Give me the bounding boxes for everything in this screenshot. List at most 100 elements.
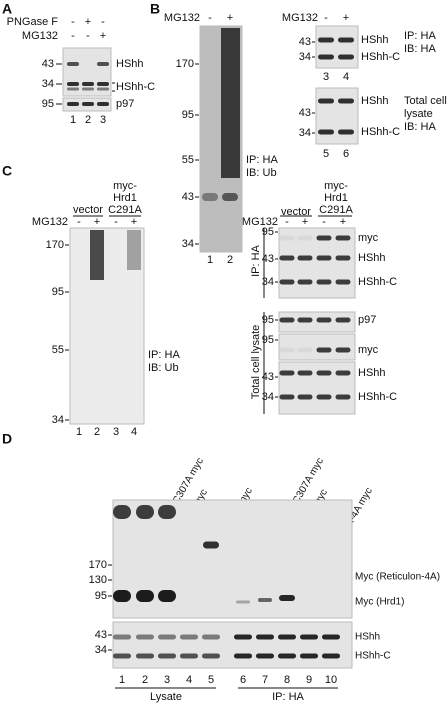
lane-number: 4: [131, 426, 137, 438]
annotation: lysate: [404, 108, 433, 120]
sign: +: [131, 216, 137, 228]
band-label: myc: [358, 344, 379, 356]
band: [67, 82, 79, 86]
band: [300, 653, 318, 659]
band: [158, 505, 176, 519]
group: IP: HA: [272, 691, 304, 703]
band-label: p97: [116, 98, 134, 110]
marker: 43: [262, 253, 274, 265]
band-label: Myc (Hrd1): [355, 597, 404, 608]
band: [202, 193, 218, 201]
band: [316, 370, 332, 376]
band: [335, 394, 351, 400]
sign: -: [114, 216, 118, 228]
marker: 34: [299, 127, 311, 139]
sign: -: [322, 216, 326, 228]
lane-number: 4: [343, 71, 349, 83]
lane-number: 3: [164, 674, 170, 686]
marker: 170: [89, 559, 107, 571]
sign: +: [100, 30, 106, 42]
band: [318, 129, 334, 135]
band: [158, 634, 176, 640]
treatment: MG132: [32, 216, 68, 228]
band: [318, 98, 334, 104]
band: [97, 82, 109, 86]
smear: [127, 230, 141, 270]
sign: +: [340, 216, 346, 228]
group: Hrd1: [113, 192, 137, 204]
band: [278, 653, 296, 659]
blot: [278, 333, 356, 361]
band-label: HShh: [361, 34, 389, 46]
band: [82, 82, 94, 86]
marker: 95: [95, 590, 107, 602]
band: [279, 370, 295, 376]
band-label: HShh: [358, 367, 386, 379]
band: [67, 102, 79, 106]
sign: +: [302, 216, 308, 228]
group: Hrd1: [324, 192, 348, 204]
band: [279, 347, 295, 353]
band: [297, 235, 313, 241]
marker: 34: [262, 391, 274, 403]
band: [338, 54, 354, 60]
band: [318, 37, 334, 43]
band: [279, 595, 295, 601]
band: [180, 634, 198, 640]
band: [335, 317, 351, 323]
group: vector: [73, 204, 103, 216]
band: [97, 102, 109, 106]
band: [97, 62, 109, 66]
band: [202, 653, 220, 659]
band: [113, 505, 131, 519]
sign: +: [343, 12, 349, 24]
annotation: IB: HA: [404, 43, 436, 55]
marker: 43: [42, 58, 54, 70]
sign: -: [101, 16, 105, 28]
band: [316, 317, 332, 323]
marker: 170: [46, 239, 64, 251]
lane-number: 1: [70, 114, 76, 126]
band: [316, 235, 332, 241]
band: [113, 590, 131, 602]
band: [97, 87, 109, 91]
annotation: IB: HA: [404, 121, 436, 133]
band: [136, 653, 154, 659]
annotation: IB: Ub: [148, 362, 179, 374]
band: [234, 634, 252, 640]
treatment: MG132: [282, 12, 318, 24]
sign: -: [77, 216, 81, 228]
band: [316, 255, 332, 261]
section-label: IP: HA: [250, 244, 262, 276]
band-label: myc: [358, 232, 379, 244]
marker: 130: [89, 574, 107, 586]
treatment: PNGase F: [7, 16, 59, 28]
marker: 95: [182, 109, 194, 121]
lane-number: 5: [208, 674, 214, 686]
lane-number: 2: [94, 426, 100, 438]
lane-number: 1: [76, 426, 82, 438]
lane-number: 1: [207, 254, 213, 266]
sign: -: [324, 12, 328, 24]
treatment: MG132: [242, 216, 278, 228]
band: [300, 634, 318, 640]
band: [136, 590, 154, 602]
marker: 43: [299, 36, 311, 48]
band: [338, 98, 354, 104]
lane-number: 5: [323, 148, 329, 160]
marker: 43: [299, 107, 311, 119]
band: [278, 634, 296, 640]
annotation: IP: HA: [246, 154, 278, 166]
blot: [315, 25, 359, 69]
smear: [221, 28, 240, 178]
sign: +: [85, 16, 91, 28]
band: [82, 102, 94, 106]
band: [180, 653, 198, 659]
blot: [315, 87, 359, 145]
group: myc-: [113, 180, 137, 192]
lane-number: 7: [262, 674, 268, 686]
sign: -: [86, 30, 90, 42]
lane-number: 4: [186, 674, 192, 686]
band: [67, 62, 79, 66]
